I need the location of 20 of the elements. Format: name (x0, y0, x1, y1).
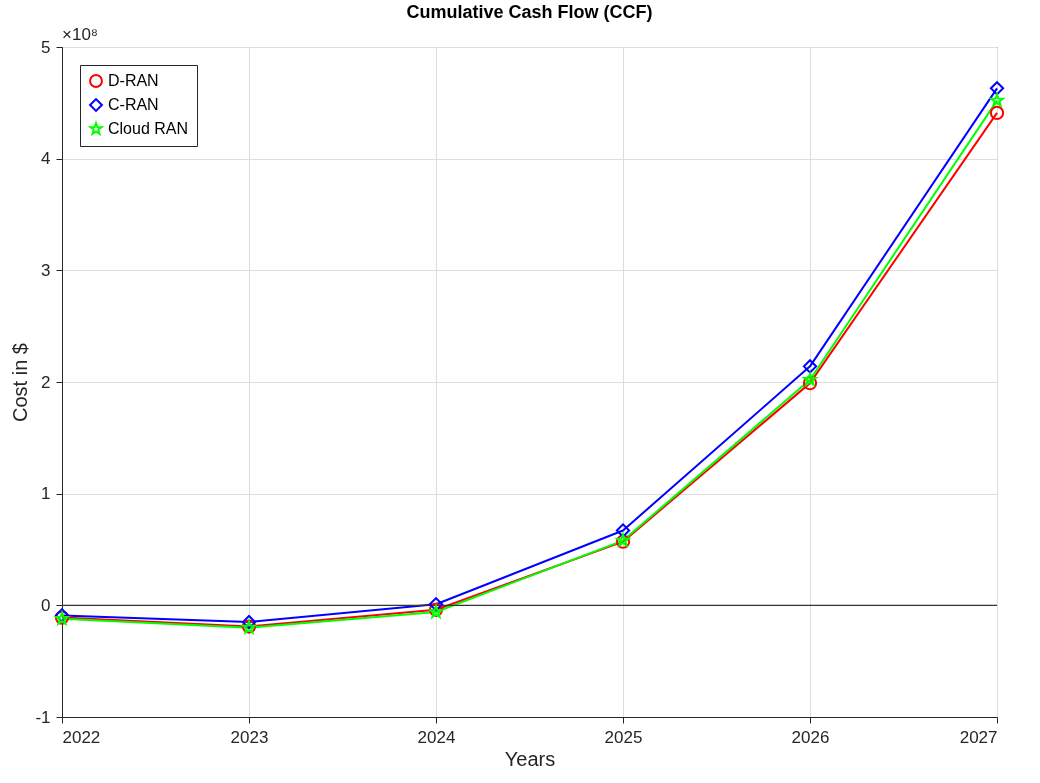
y-tick-label: 5 (41, 37, 51, 57)
y-tick-label: 3 (41, 260, 51, 280)
x-tick-label: 2026 (791, 727, 830, 747)
x-tick-label: 2027 (959, 727, 998, 747)
x-tick-label: 2025 (604, 727, 643, 747)
text: ×10⁸ (62, 25, 99, 44)
x-tick-label: 2024 (417, 727, 456, 747)
legend-label: D-RAN (108, 72, 159, 89)
y-tick-label: 0 (41, 595, 51, 615)
chart-title: Cumulative Cash Flow (CCF) (406, 2, 653, 22)
y-axis-title: Cost in $ (9, 343, 32, 422)
x-axis-title: Years (504, 747, 556, 770)
y-tick-label: 4 (41, 149, 51, 169)
y-tick-label: -1 (35, 707, 51, 727)
x-tick-label: 2023 (230, 727, 269, 747)
y-tick-label: 1 (41, 484, 51, 504)
x-tick-label: 2022 (62, 727, 101, 747)
y-tick-label: 2 (41, 372, 51, 392)
legend-label: Cloud RAN (108, 120, 189, 137)
legend-label: C-RAN (108, 96, 159, 113)
